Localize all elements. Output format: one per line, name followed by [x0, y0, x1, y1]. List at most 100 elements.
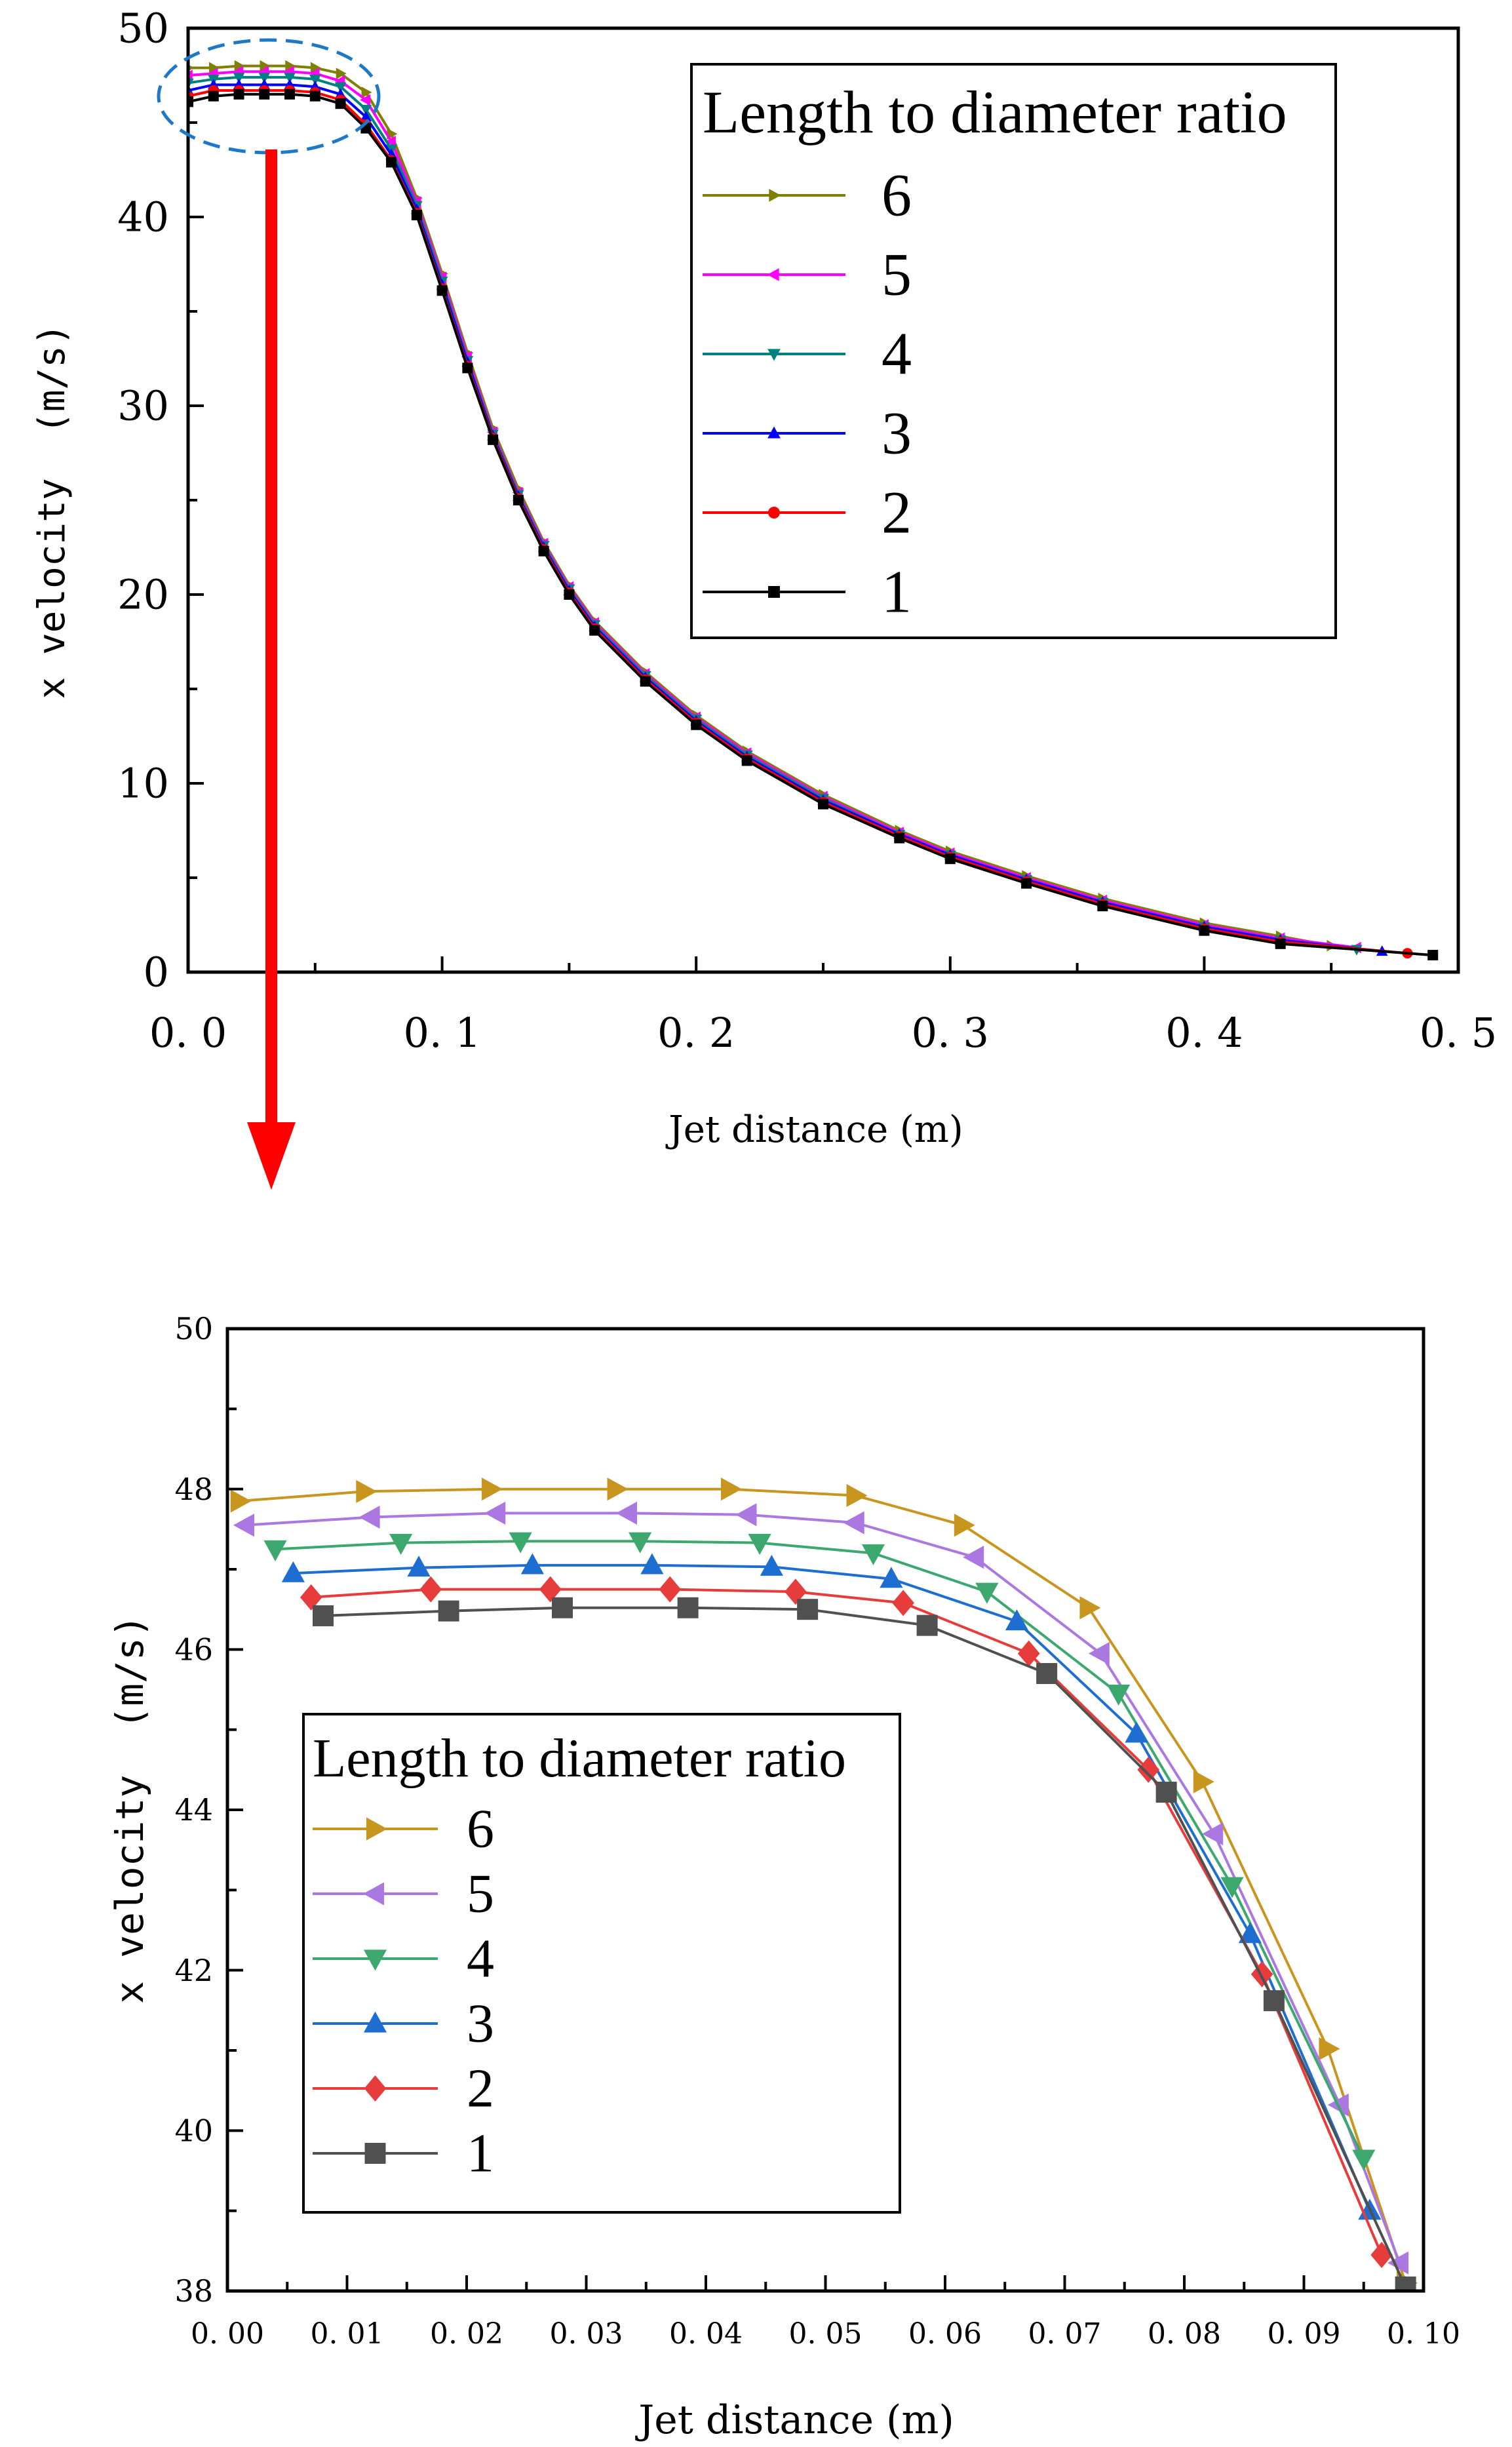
full-x-tick-label: 0. 1	[403, 1009, 480, 1057]
zoom-x-tick-label: 0. 04	[669, 2317, 743, 2351]
full-x-tick-label: 0. 3	[912, 1009, 989, 1057]
zoom-x-tick-label: 0. 09	[1268, 2317, 1341, 2351]
zoom-legend-label-6: 6	[467, 1799, 494, 1860]
zoom-series-2-point	[1370, 2241, 1393, 2268]
zoom-series-4-point	[1352, 2149, 1376, 2171]
full-series-1-point	[436, 285, 448, 296]
full-legend-title: Length to diameter ratio	[703, 79, 1287, 146]
zoom-series-2-point	[1017, 1640, 1040, 1667]
zoom-series-4-point	[748, 1534, 771, 1556]
zoom-legend-marker-4	[363, 1949, 387, 1971]
zoom-series-3-point	[640, 1553, 664, 1575]
full-legend-label-3: 3	[882, 399, 912, 466]
zoom-series-6-point	[230, 1489, 252, 1513]
full-y-tick-label: 50	[117, 5, 169, 52]
zoom-series-1-point	[797, 1599, 819, 1620]
full-legend-marker-3	[767, 426, 781, 439]
zoom-series-6-point	[607, 1478, 629, 1501]
zoom-legend-marker-1	[364, 2143, 386, 2164]
zoom-x-tick-label: 0. 01	[311, 2317, 384, 2351]
zoom-y-tick-label: 44	[174, 1792, 213, 1828]
full-series-1-point	[691, 719, 702, 730]
zoom-series-3-point	[1125, 1721, 1148, 1743]
full-series-6-point	[285, 60, 296, 72]
full-series-1-point	[513, 495, 524, 505]
zoom-series-1-line	[322, 1606, 1407, 2288]
zoom-legend-label-4: 4	[467, 1928, 494, 1989]
zoom-series-5-point	[484, 1501, 506, 1525]
zoom-series-4-point	[389, 1534, 413, 1556]
full-ticks-group: 0. 0 0. 1 0. 2 0. 3 0. 4 0. 5 0 10 20 30 40 50	[117, 5, 1497, 1057]
full-legend-label-6: 6	[882, 161, 912, 228]
zoom-y-tick-label: 46	[174, 1632, 213, 1667]
full-series-1-point	[1021, 878, 1032, 889]
zoom-y-tick-label: 42	[174, 1953, 213, 1988]
zoom-series-3-line	[293, 1563, 1371, 2212]
full-x-tick-label: 0. 5	[1420, 1009, 1497, 1057]
zoom-series-6-point	[954, 1514, 975, 1537]
zoom-legend-label-3: 3	[467, 1993, 494, 2054]
zoom-series-4-point	[629, 1532, 652, 1554]
full-series-3-point	[360, 111, 372, 122]
zoom-series-1-point	[1155, 1782, 1177, 1803]
zoom-series-6-point	[846, 1483, 868, 1508]
full-legend-box	[690, 63, 1337, 639]
full-x-tick-label: 0. 2	[657, 1009, 735, 1057]
full-series-1-point	[188, 96, 193, 108]
full-series-5-point	[360, 94, 371, 106]
full-legend: Length to diameter ratio 6 5 4 3 2 1	[690, 63, 1337, 639]
full-x-tick-label: 0. 4	[1165, 1009, 1243, 1057]
full-x-axis-title: Jet distance (m)	[665, 1108, 963, 1151]
zoom-series-2-point	[419, 1576, 442, 1603]
full-legend-marker-5	[767, 268, 779, 281]
zoom-series-5-point	[1202, 1822, 1224, 1846]
zoom-series-6-point	[720, 1478, 742, 1501]
zoom-series-6-point	[356, 1479, 378, 1503]
zoom-y-tick-label: 40	[174, 2113, 213, 2148]
full-series-1-point	[741, 755, 752, 766]
zoom-series-group	[230, 1478, 1418, 2291]
zoom-series-1-point	[438, 1600, 459, 1622]
full-series-1-point	[259, 88, 270, 100]
zoom-chart: 0. 00 0. 01 0. 02 0. 03 0. 04 0. 05 0. 06 0. 07…	[107, 1311, 1460, 2443]
full-series-4-point	[360, 105, 372, 116]
full-series-group	[188, 60, 1439, 961]
zoom-series-2-point	[1137, 1756, 1160, 1783]
full-legend-label-1: 1	[882, 558, 912, 625]
full-series-6-point	[208, 62, 220, 74]
full-series-6-point	[336, 68, 347, 79]
full-series-1-point	[1427, 950, 1439, 961]
zoom-series-6-point	[1319, 2037, 1340, 2061]
zoom-series-2-point	[659, 1576, 682, 1603]
zoom-series-3-point	[880, 1567, 903, 1588]
zoom-series-4-point	[263, 1540, 287, 1561]
zoom-arrow-shaft	[265, 149, 277, 1126]
full-chart: 0. 0 0. 1 0. 2 0. 3 0. 4 0. 5 0 10 20 30 40 50 Jet …	[31, 5, 1497, 1151]
full-legend-marker-2	[768, 507, 780, 519]
zoom-series-3-point	[281, 1561, 305, 1582]
full-series-1-point	[233, 88, 244, 100]
zoom-series-3-point	[760, 1554, 783, 1576]
full-y-tick-label: 20	[117, 571, 169, 619]
full-series-1-point	[386, 157, 397, 168]
full-series-1-point	[818, 798, 828, 810]
full-legend-marker-1	[768, 586, 780, 598]
zoom-series-5-point	[963, 1546, 984, 1569]
full-legend-marker-4	[767, 349, 781, 361]
full-series-1-point	[1275, 938, 1286, 949]
zoom-series-4-point	[861, 1544, 885, 1565]
zoom-arrow-head	[247, 1122, 296, 1190]
zoom-y-tick-label: 48	[174, 1472, 213, 1507]
full-x-tick-label: 0. 0	[149, 1009, 227, 1057]
zoom-series-6-point	[1079, 1596, 1101, 1620]
full-series-1-point	[462, 362, 473, 374]
full-legend-label-5: 5	[882, 241, 912, 307]
full-series-1-point	[640, 676, 651, 687]
zoom-x-tick-label: 0. 08	[1148, 2317, 1221, 2351]
zoom-x-tick-label: 0. 07	[1028, 2317, 1102, 2351]
full-series-1-point	[284, 88, 296, 100]
zoom-series-6-point	[1193, 1770, 1214, 1793]
zoom-series-2-point	[892, 1590, 914, 1616]
